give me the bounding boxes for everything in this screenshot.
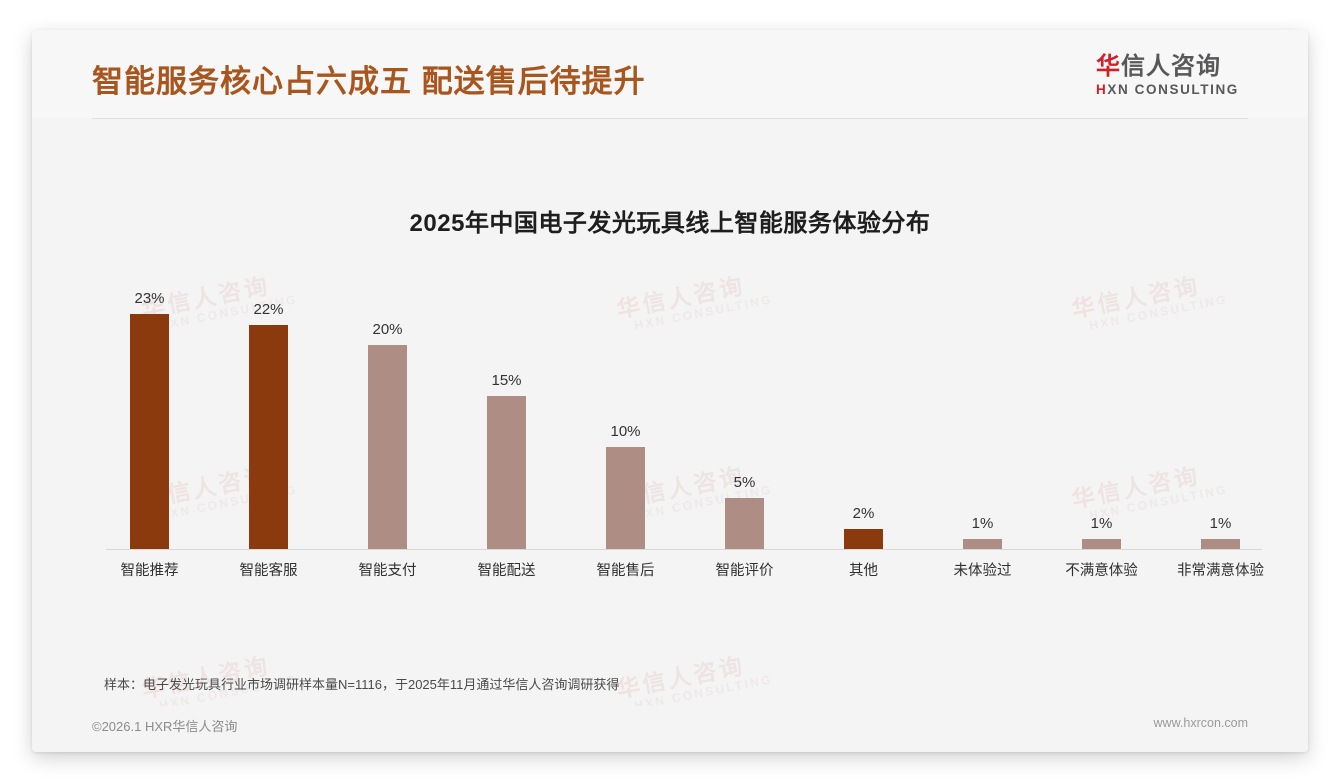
bar-group: 10% 智能售后	[566, 259, 685, 579]
chart-footnote: 样本：电子发光玩具行业市场调研样本量N=1116，于2025年11月通过华信人咨…	[104, 677, 620, 692]
bar-value-label: 5%	[733, 474, 756, 491]
bar-chart: 23% 智能推荐 22% 智能客服 20% 智能支付 15% 智能配送 10% 智能售后 5% 智能评…	[76, 259, 1276, 589]
slide-header: 智能服务核心占六成五 配送售后待提升 华信人咨询 HXN CONSULTING	[32, 30, 1308, 118]
bar-group: 2% 其他	[804, 259, 923, 579]
bar-rect[interactable]	[1082, 538, 1121, 549]
bar-value-label: 1%	[1209, 514, 1232, 532]
watermark-cn-rest: 信人咨询	[640, 652, 748, 698]
x-axis-line	[106, 549, 1262, 550]
bar-rect[interactable]	[606, 447, 645, 549]
bar-column[interactable]: 2%	[804, 259, 923, 549]
bar-group: 1% 未体验过	[923, 259, 1042, 579]
x-axis-label: 智能评价	[715, 563, 774, 579]
bar-column[interactable]: 20%	[328, 259, 447, 549]
bar-group: 20% 智能支付	[328, 259, 447, 579]
bar-value-label: 20%	[372, 321, 403, 338]
bar-value-label: 2%	[852, 504, 875, 522]
x-axis-label: 智能配送	[477, 563, 536, 579]
bar-value-label: 22%	[253, 300, 284, 318]
bar-column[interactable]: 1%	[1161, 259, 1280, 549]
bar-column[interactable]: 22%	[209, 259, 328, 549]
slide-footer: ©2026.1 HXR华信人咨询 www.hxrcon.com	[32, 706, 1308, 752]
x-axis-label: 不满意体验	[1065, 563, 1138, 579]
bar-group: 15% 智能配送	[447, 259, 566, 579]
bar-group: 1% 不满意体验	[1042, 259, 1161, 579]
bar-rect[interactable]	[487, 396, 526, 549]
chart-plot-area: 23% 智能推荐 22% 智能客服 20% 智能支付 15% 智能配送 10% 智能售后 5% 智能评…	[76, 259, 1276, 579]
bar-group: 1% 非常满意体验	[1161, 259, 1280, 579]
logo-en-rest: XN CONSULTING	[1107, 81, 1239, 97]
bar-column[interactable]: 1%	[1042, 259, 1161, 549]
chart-title: 2025年中国电子发光玩具线上智能服务体验分布	[409, 210, 931, 237]
x-axis-label: 非常满意体验	[1177, 563, 1264, 579]
bar-rect[interactable]	[844, 528, 883, 549]
bar-column[interactable]: 5%	[685, 259, 804, 549]
x-axis-label: 其他	[849, 563, 878, 579]
bar-value-label: 15%	[491, 372, 522, 389]
bar-column[interactable]: 10%	[566, 259, 685, 549]
logo-english-text: HXN CONSULTING	[1096, 82, 1272, 97]
bar-rect[interactable]	[368, 345, 407, 549]
header-divider	[92, 118, 1248, 119]
bar-rect[interactable]	[130, 314, 169, 549]
copyright-text: ©2026.1 HXR华信人咨询	[92, 719, 238, 734]
bar-column[interactable]: 15%	[447, 259, 566, 549]
x-axis-label: 智能推荐	[120, 563, 179, 579]
bar-column[interactable]: 1%	[923, 259, 1042, 549]
logo-cn-rest: 信人咨询	[1121, 53, 1221, 80]
slide-body: 华信人咨询 HXN CONSULTING 华信人咨询 HXN CONSULTIN…	[32, 119, 1308, 713]
website-url: www.hxrcon.com	[1153, 716, 1248, 730]
bar-rect[interactable]	[1201, 538, 1240, 549]
bar-group: 23% 智能推荐	[90, 259, 209, 579]
bar-value-label: 1%	[1090, 514, 1113, 532]
brand-logo: 华信人咨询 HXN CONSULTING	[1096, 54, 1272, 97]
page-title: 智能服务核心占六成五 配送售后待提升	[92, 64, 646, 99]
bar-rect[interactable]	[725, 498, 764, 549]
logo-en-red-char: H	[1096, 81, 1108, 97]
x-axis-label: 智能支付	[358, 563, 417, 579]
x-axis-label: 智能客服	[239, 563, 298, 579]
bar-group: 22% 智能客服	[209, 259, 328, 579]
logo-chinese-text: 华信人咨询	[1096, 54, 1272, 80]
bar-rect[interactable]	[249, 324, 288, 549]
watermark-cn: 华信人咨询	[615, 649, 771, 702]
bar-rect[interactable]	[963, 538, 1002, 549]
x-axis-label: 未体验过	[953, 563, 1012, 579]
bar-column[interactable]: 23%	[90, 259, 209, 549]
bar-value-label: 23%	[134, 290, 165, 308]
x-axis-label: 智能售后	[596, 563, 655, 579]
bar-value-label: 1%	[971, 514, 994, 532]
logo-cn-red-char: 华	[1096, 53, 1121, 80]
bar-value-label: 10%	[610, 423, 641, 440]
slide-card: 智能服务核心占六成五 配送售后待提升 华信人咨询 HXN CONSULTING …	[32, 30, 1308, 752]
bar-group: 5% 智能评价	[685, 259, 804, 579]
